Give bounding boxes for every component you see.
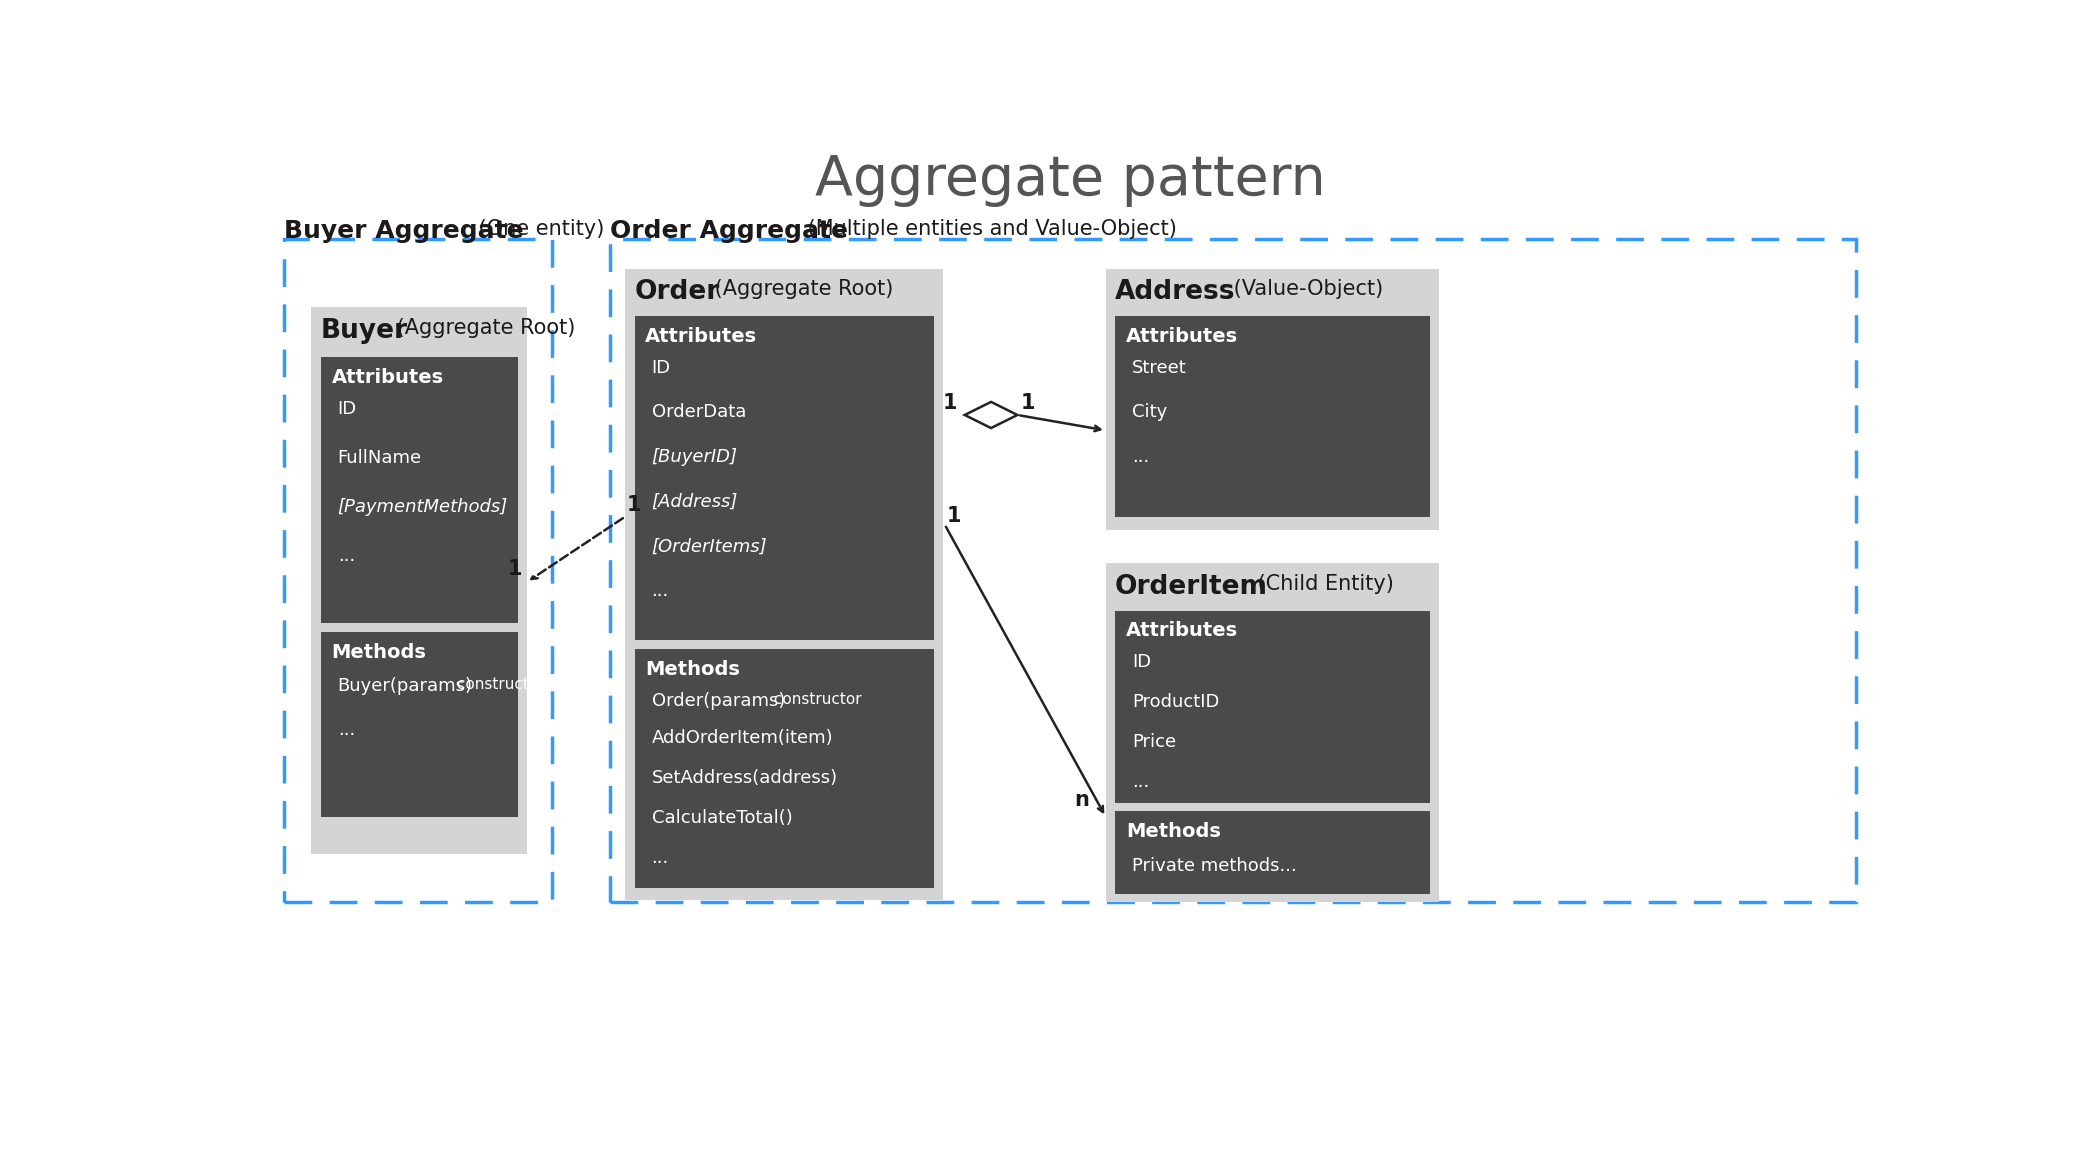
Text: Methods: Methods: [1125, 822, 1221, 841]
Text: (Aggregate Root): (Aggregate Root): [708, 280, 894, 300]
Text: Attributes: Attributes: [645, 327, 758, 346]
Polygon shape: [965, 402, 1017, 428]
Text: Buyer(params): Buyer(params): [338, 677, 472, 694]
Text: OrderItem: OrderItem: [1115, 574, 1267, 599]
Text: Order(params): Order(params): [651, 692, 785, 711]
Text: AddOrderItem(item): AddOrderItem(item): [651, 729, 833, 748]
Text: 1: 1: [1021, 394, 1036, 413]
Bar: [1115, 611, 1430, 803]
Text: ...: ...: [1132, 773, 1148, 791]
Text: Methods: Methods: [332, 643, 426, 662]
Bar: [610, 239, 1856, 902]
Text: Attributes: Attributes: [332, 368, 443, 387]
Text: Order: Order: [635, 280, 720, 305]
Text: CalculateTotal(): CalculateTotal(): [651, 809, 791, 828]
Text: ProductID: ProductID: [1132, 693, 1219, 711]
Text: 1: 1: [946, 506, 960, 526]
Text: ...: ...: [338, 548, 355, 565]
Bar: [284, 239, 551, 902]
Text: Attributes: Attributes: [1125, 327, 1238, 346]
Text: Private methods...: Private methods...: [1132, 857, 1297, 875]
Text: ...: ...: [651, 582, 668, 600]
Bar: [635, 649, 933, 888]
Text: n: n: [1075, 789, 1090, 810]
Text: [Address]: [Address]: [651, 492, 737, 511]
Text: [OrderItems]: [OrderItems]: [651, 538, 766, 555]
Text: ID: ID: [338, 399, 357, 418]
Bar: [1107, 268, 1439, 531]
Text: FullName: FullName: [338, 449, 422, 467]
Bar: [322, 632, 518, 817]
Bar: [1115, 810, 1430, 894]
Text: City: City: [1132, 403, 1167, 421]
Bar: [1107, 563, 1439, 902]
Text: Methods: Methods: [645, 659, 741, 679]
Text: Address: Address: [1115, 280, 1236, 305]
Text: Attributes: Attributes: [1125, 621, 1238, 641]
Bar: [635, 317, 933, 640]
Text: ID: ID: [1132, 652, 1150, 671]
Text: (Multiple entities and Value-Object): (Multiple entities and Value-Object): [802, 218, 1178, 239]
Text: constructor: constructor: [768, 692, 862, 707]
Bar: [311, 308, 526, 853]
Text: ...: ...: [651, 849, 668, 867]
Text: [BuyerID]: [BuyerID]: [651, 448, 737, 466]
Text: 1: 1: [507, 558, 522, 579]
Text: ...: ...: [1132, 448, 1148, 466]
Text: ...: ...: [338, 721, 355, 740]
Text: 1: 1: [626, 495, 641, 515]
Bar: [624, 268, 944, 900]
Text: (Child Entity): (Child Entity): [1251, 574, 1393, 593]
Text: constructor: constructor: [453, 677, 545, 692]
Text: Street: Street: [1132, 359, 1186, 377]
Text: (Aggregate Root): (Aggregate Root): [390, 318, 576, 338]
Text: OrderData: OrderData: [651, 403, 745, 421]
Text: Aggregate pattern: Aggregate pattern: [814, 153, 1326, 207]
Text: (One entity): (One entity): [472, 218, 603, 239]
Text: [PaymentMethods]: [PaymentMethods]: [338, 498, 507, 517]
Text: Order Aggregate: Order Aggregate: [610, 218, 848, 243]
Text: 1: 1: [944, 394, 958, 413]
Text: SetAddress(address): SetAddress(address): [651, 770, 837, 787]
Text: Price: Price: [1132, 733, 1176, 751]
Text: Buyer: Buyer: [322, 318, 407, 344]
Bar: [1115, 317, 1430, 517]
Text: Buyer Aggregate: Buyer Aggregate: [284, 218, 524, 243]
Text: ID: ID: [651, 359, 670, 377]
Bar: [322, 358, 518, 623]
Text: (Value-Object): (Value-Object): [1228, 280, 1384, 300]
